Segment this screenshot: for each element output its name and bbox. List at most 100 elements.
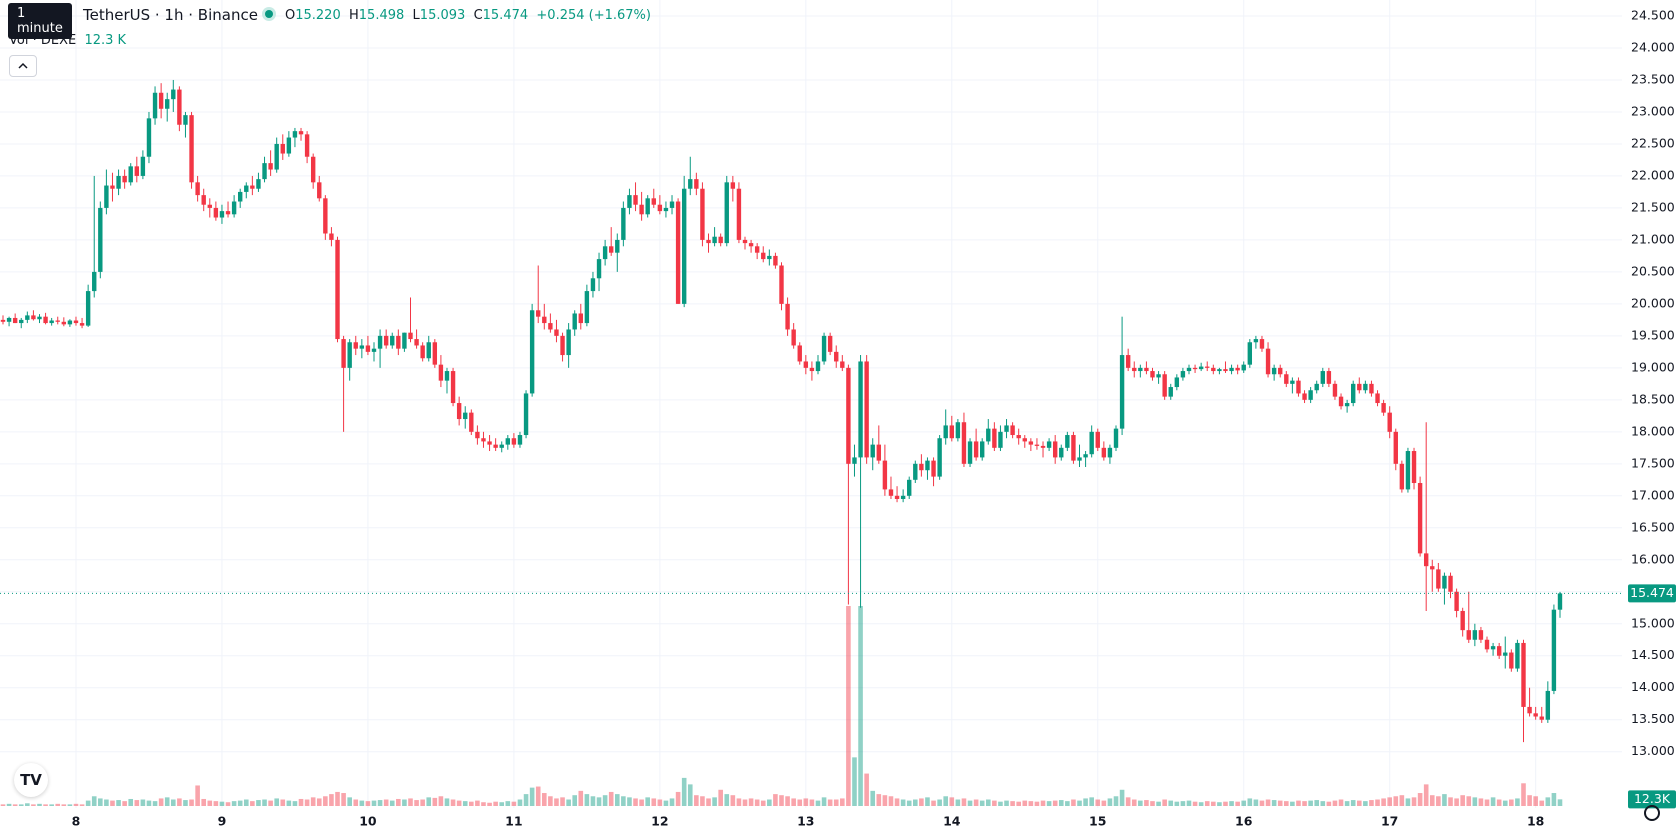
volume-bar bbox=[1156, 801, 1161, 806]
x-tick-label: 17 bbox=[1381, 814, 1398, 829]
volume-bar bbox=[694, 795, 699, 806]
volume-bar bbox=[1502, 800, 1508, 806]
volume-bar bbox=[1040, 800, 1046, 806]
candle-body bbox=[973, 441, 979, 458]
volume-bar bbox=[718, 789, 723, 806]
candle-body bbox=[1034, 444, 1040, 446]
volume-bar bbox=[913, 799, 918, 806]
candle-body bbox=[1089, 431, 1094, 455]
volume-bar bbox=[414, 800, 419, 806]
volume-bar bbox=[931, 800, 936, 806]
volume-bar bbox=[1247, 798, 1253, 806]
volume-bar bbox=[274, 798, 279, 806]
candle-body bbox=[870, 444, 875, 458]
candle-body bbox=[967, 441, 973, 464]
candle-body bbox=[609, 246, 614, 253]
candle-body bbox=[1211, 367, 1216, 372]
candle-body bbox=[1430, 566, 1435, 570]
candle-body bbox=[779, 265, 784, 304]
volume-bar bbox=[396, 798, 401, 806]
volume-bar bbox=[207, 800, 213, 806]
volume-bar bbox=[67, 804, 73, 806]
volume-pane bbox=[0, 606, 1563, 806]
volume-bar bbox=[25, 803, 30, 806]
volume-bar bbox=[383, 799, 389, 806]
volume-bar bbox=[122, 801, 127, 806]
candle-body bbox=[961, 422, 967, 464]
candle-body bbox=[1363, 383, 1368, 391]
volume-bar bbox=[37, 803, 42, 806]
candle-body bbox=[1138, 367, 1143, 372]
candle-body bbox=[1180, 371, 1186, 378]
candle-body bbox=[1302, 393, 1307, 400]
settings-button[interactable] bbox=[1644, 805, 1660, 821]
market-status[interactable] bbox=[262, 7, 276, 21]
candle-body bbox=[955, 422, 961, 439]
volume-bar bbox=[1265, 799, 1271, 806]
volume-bar bbox=[347, 797, 352, 806]
x-tick-label: 13 bbox=[797, 814, 814, 829]
candle-body bbox=[67, 320, 73, 325]
volume-bar bbox=[754, 799, 760, 806]
candle-body bbox=[1198, 366, 1204, 370]
volume-bar bbox=[110, 800, 115, 806]
volume-bar bbox=[456, 800, 462, 806]
candle-body bbox=[274, 143, 279, 170]
candle-body bbox=[694, 179, 699, 189]
candle-body bbox=[523, 393, 529, 436]
volume-bar bbox=[0, 804, 6, 806]
candle-body bbox=[773, 255, 778, 266]
volume-bar bbox=[1521, 783, 1526, 806]
volume-bar bbox=[1308, 800, 1313, 806]
volume-bar bbox=[1119, 789, 1125, 806]
volume-bar bbox=[1198, 802, 1204, 806]
candle-body bbox=[456, 403, 462, 420]
candle-body bbox=[900, 495, 906, 500]
x-tick-label: 18 bbox=[1527, 814, 1544, 829]
candle-body bbox=[298, 131, 304, 135]
volume-bar bbox=[1180, 801, 1186, 806]
candle-body bbox=[165, 99, 170, 109]
volume-bar bbox=[1527, 795, 1532, 806]
volume-bar bbox=[919, 798, 924, 806]
volume-bar bbox=[1138, 800, 1143, 806]
volume-bar bbox=[1071, 799, 1076, 806]
volume-bar bbox=[1539, 800, 1545, 806]
volume-bar bbox=[183, 800, 188, 806]
candle-body bbox=[1351, 383, 1356, 404]
candle-body bbox=[1125, 355, 1131, 368]
volume-bar bbox=[250, 801, 255, 806]
volume-bar bbox=[797, 799, 803, 806]
volume-bar bbox=[858, 606, 863, 806]
volume-bar bbox=[657, 799, 663, 806]
candle-body bbox=[396, 335, 401, 349]
candle-body bbox=[98, 207, 103, 272]
candle-body bbox=[1004, 425, 1009, 432]
volume-bar bbox=[1545, 797, 1551, 806]
volume-bar bbox=[1058, 800, 1064, 806]
candle-body bbox=[189, 115, 194, 183]
volume-bar bbox=[1296, 800, 1301, 806]
candle-body bbox=[432, 342, 438, 365]
volume-bar bbox=[894, 798, 900, 806]
candle-body bbox=[426, 342, 431, 359]
candle-body bbox=[1253, 339, 1259, 343]
candle-body bbox=[876, 444, 882, 461]
volume-bar bbox=[827, 799, 833, 806]
collapse-button[interactable] bbox=[9, 55, 37, 77]
candle-body bbox=[1515, 642, 1520, 669]
volume-bar bbox=[1186, 800, 1192, 806]
volume-bar bbox=[529, 787, 535, 806]
logo[interactable]: TV bbox=[14, 763, 48, 797]
volume-bar bbox=[651, 798, 657, 806]
candle-body bbox=[31, 315, 36, 320]
candle-body bbox=[487, 441, 492, 445]
volume-bar bbox=[1065, 801, 1070, 806]
candle-body bbox=[25, 315, 30, 320]
volume-bar bbox=[1515, 798, 1520, 806]
candle-body bbox=[572, 313, 577, 330]
candle-body bbox=[1344, 403, 1350, 407]
volume-bar bbox=[1375, 799, 1380, 806]
candle-body bbox=[1119, 355, 1125, 429]
